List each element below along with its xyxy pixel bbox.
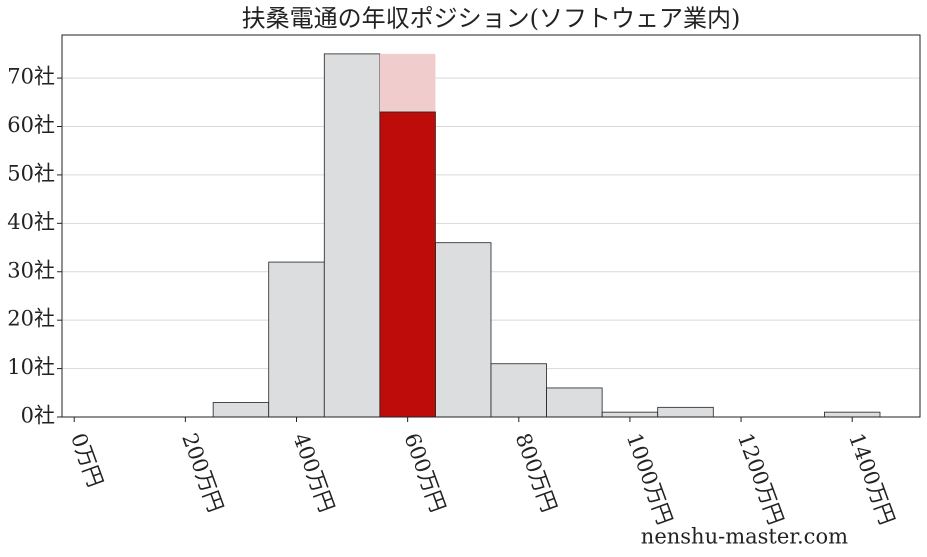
bar	[268, 261, 325, 418]
watermark: nenshu-master.com	[641, 525, 848, 549]
bar	[657, 406, 714, 418]
y-tick-label: 70社	[7, 65, 55, 89]
plot-frame	[61, 34, 921, 418]
y-tick-label: 50社	[7, 161, 55, 185]
x-tick-label: 0万円	[66, 430, 107, 490]
bar	[379, 111, 436, 418]
bar	[601, 411, 659, 418]
chart-title: 扶桑電通の年収ポジション(ソフトウェア業内)	[242, 5, 741, 33]
y-tick-label: 60社	[7, 113, 55, 137]
x-tick-label: 1200万円	[733, 430, 788, 528]
bar	[212, 402, 270, 418]
x-tick-label: 1000万円	[622, 430, 677, 528]
bar	[490, 363, 547, 418]
x-tick-label: 1400万円	[844, 430, 899, 528]
y-tick-label: 40社	[7, 210, 55, 234]
y-tick-label: 20社	[7, 307, 55, 331]
y-tick-label: 10社	[7, 355, 55, 379]
bar	[323, 53, 381, 418]
x-tick-label: 200万円	[177, 430, 228, 515]
bar	[435, 242, 492, 418]
y-tick-label: 0社	[21, 404, 55, 428]
x-tick-label: 400万円	[288, 430, 339, 515]
y-tick-label: 30社	[7, 258, 55, 282]
x-tick-label: 800万円	[511, 430, 562, 515]
x-tick-label: 600万円	[399, 430, 450, 515]
bar	[546, 387, 603, 418]
bar	[824, 411, 881, 418]
